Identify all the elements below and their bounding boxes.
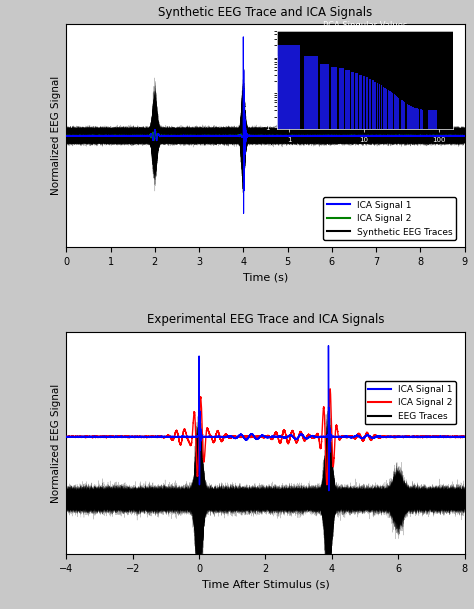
Title: Experimental EEG Trace and ICA Signals: Experimental EEG Trace and ICA Signals — [146, 313, 384, 326]
Y-axis label: Normalized EEG Signal: Normalized EEG Signal — [51, 76, 61, 195]
X-axis label: Time After Stimulus (s): Time After Stimulus (s) — [201, 580, 329, 590]
X-axis label: Time (s): Time (s) — [243, 272, 288, 282]
Legend: ICA Signal 1, ICA Signal 2, EEG Traces: ICA Signal 1, ICA Signal 2, EEG Traces — [365, 381, 456, 424]
Y-axis label: Normalized EEG Signal: Normalized EEG Signal — [51, 383, 61, 502]
Legend: ICA Signal 1, ICA Signal 2, Synthetic EEG Traces: ICA Signal 1, ICA Signal 2, Synthetic EE… — [323, 197, 456, 240]
Title: Synthetic EEG Trace and ICA Signals: Synthetic EEG Trace and ICA Signals — [158, 6, 373, 19]
